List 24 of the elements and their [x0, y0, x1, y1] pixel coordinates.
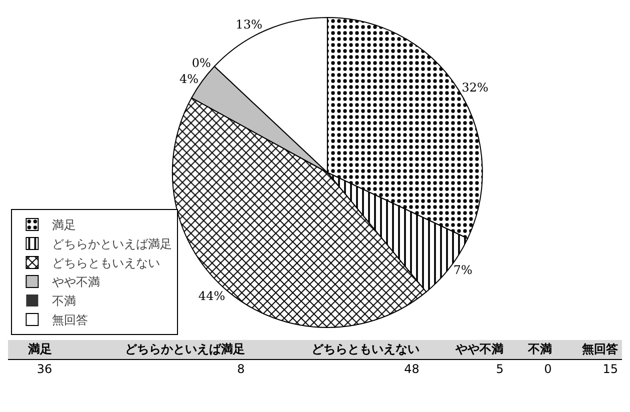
category-label: どちらかといえば満足: [56, 340, 249, 360]
category-label: どちらともいえない: [248, 340, 424, 360]
category-label: やや不満: [423, 340, 508, 360]
data-label: 13%: [236, 17, 262, 32]
data-label: 4%: [179, 72, 198, 86]
data-label: 44%: [198, 289, 226, 304]
data-label: 15: [602, 361, 619, 378]
data-label: 32%: [462, 80, 488, 94]
legend-label: どちらともいえない: [52, 256, 160, 270]
category-label: 不満: [508, 340, 556, 360]
category-label: 無回答: [556, 340, 622, 360]
legend-label: 無回答: [52, 313, 88, 328]
legend-label: やや不満: [52, 275, 100, 290]
data-label: 7%: [453, 263, 472, 278]
data-label: 5: [494, 361, 505, 378]
data-label: 8: [236, 361, 246, 378]
legend-label: 不満: [52, 294, 76, 308]
legend-label: どちらかといえば満足: [52, 237, 172, 252]
category-label: 満足: [8, 340, 56, 360]
data-label: 48: [403, 361, 420, 378]
data-label: 36: [36, 361, 54, 378]
legend-label: 満足: [52, 218, 76, 232]
data-label: 0: [543, 361, 553, 378]
text: 0%: [192, 56, 211, 70]
